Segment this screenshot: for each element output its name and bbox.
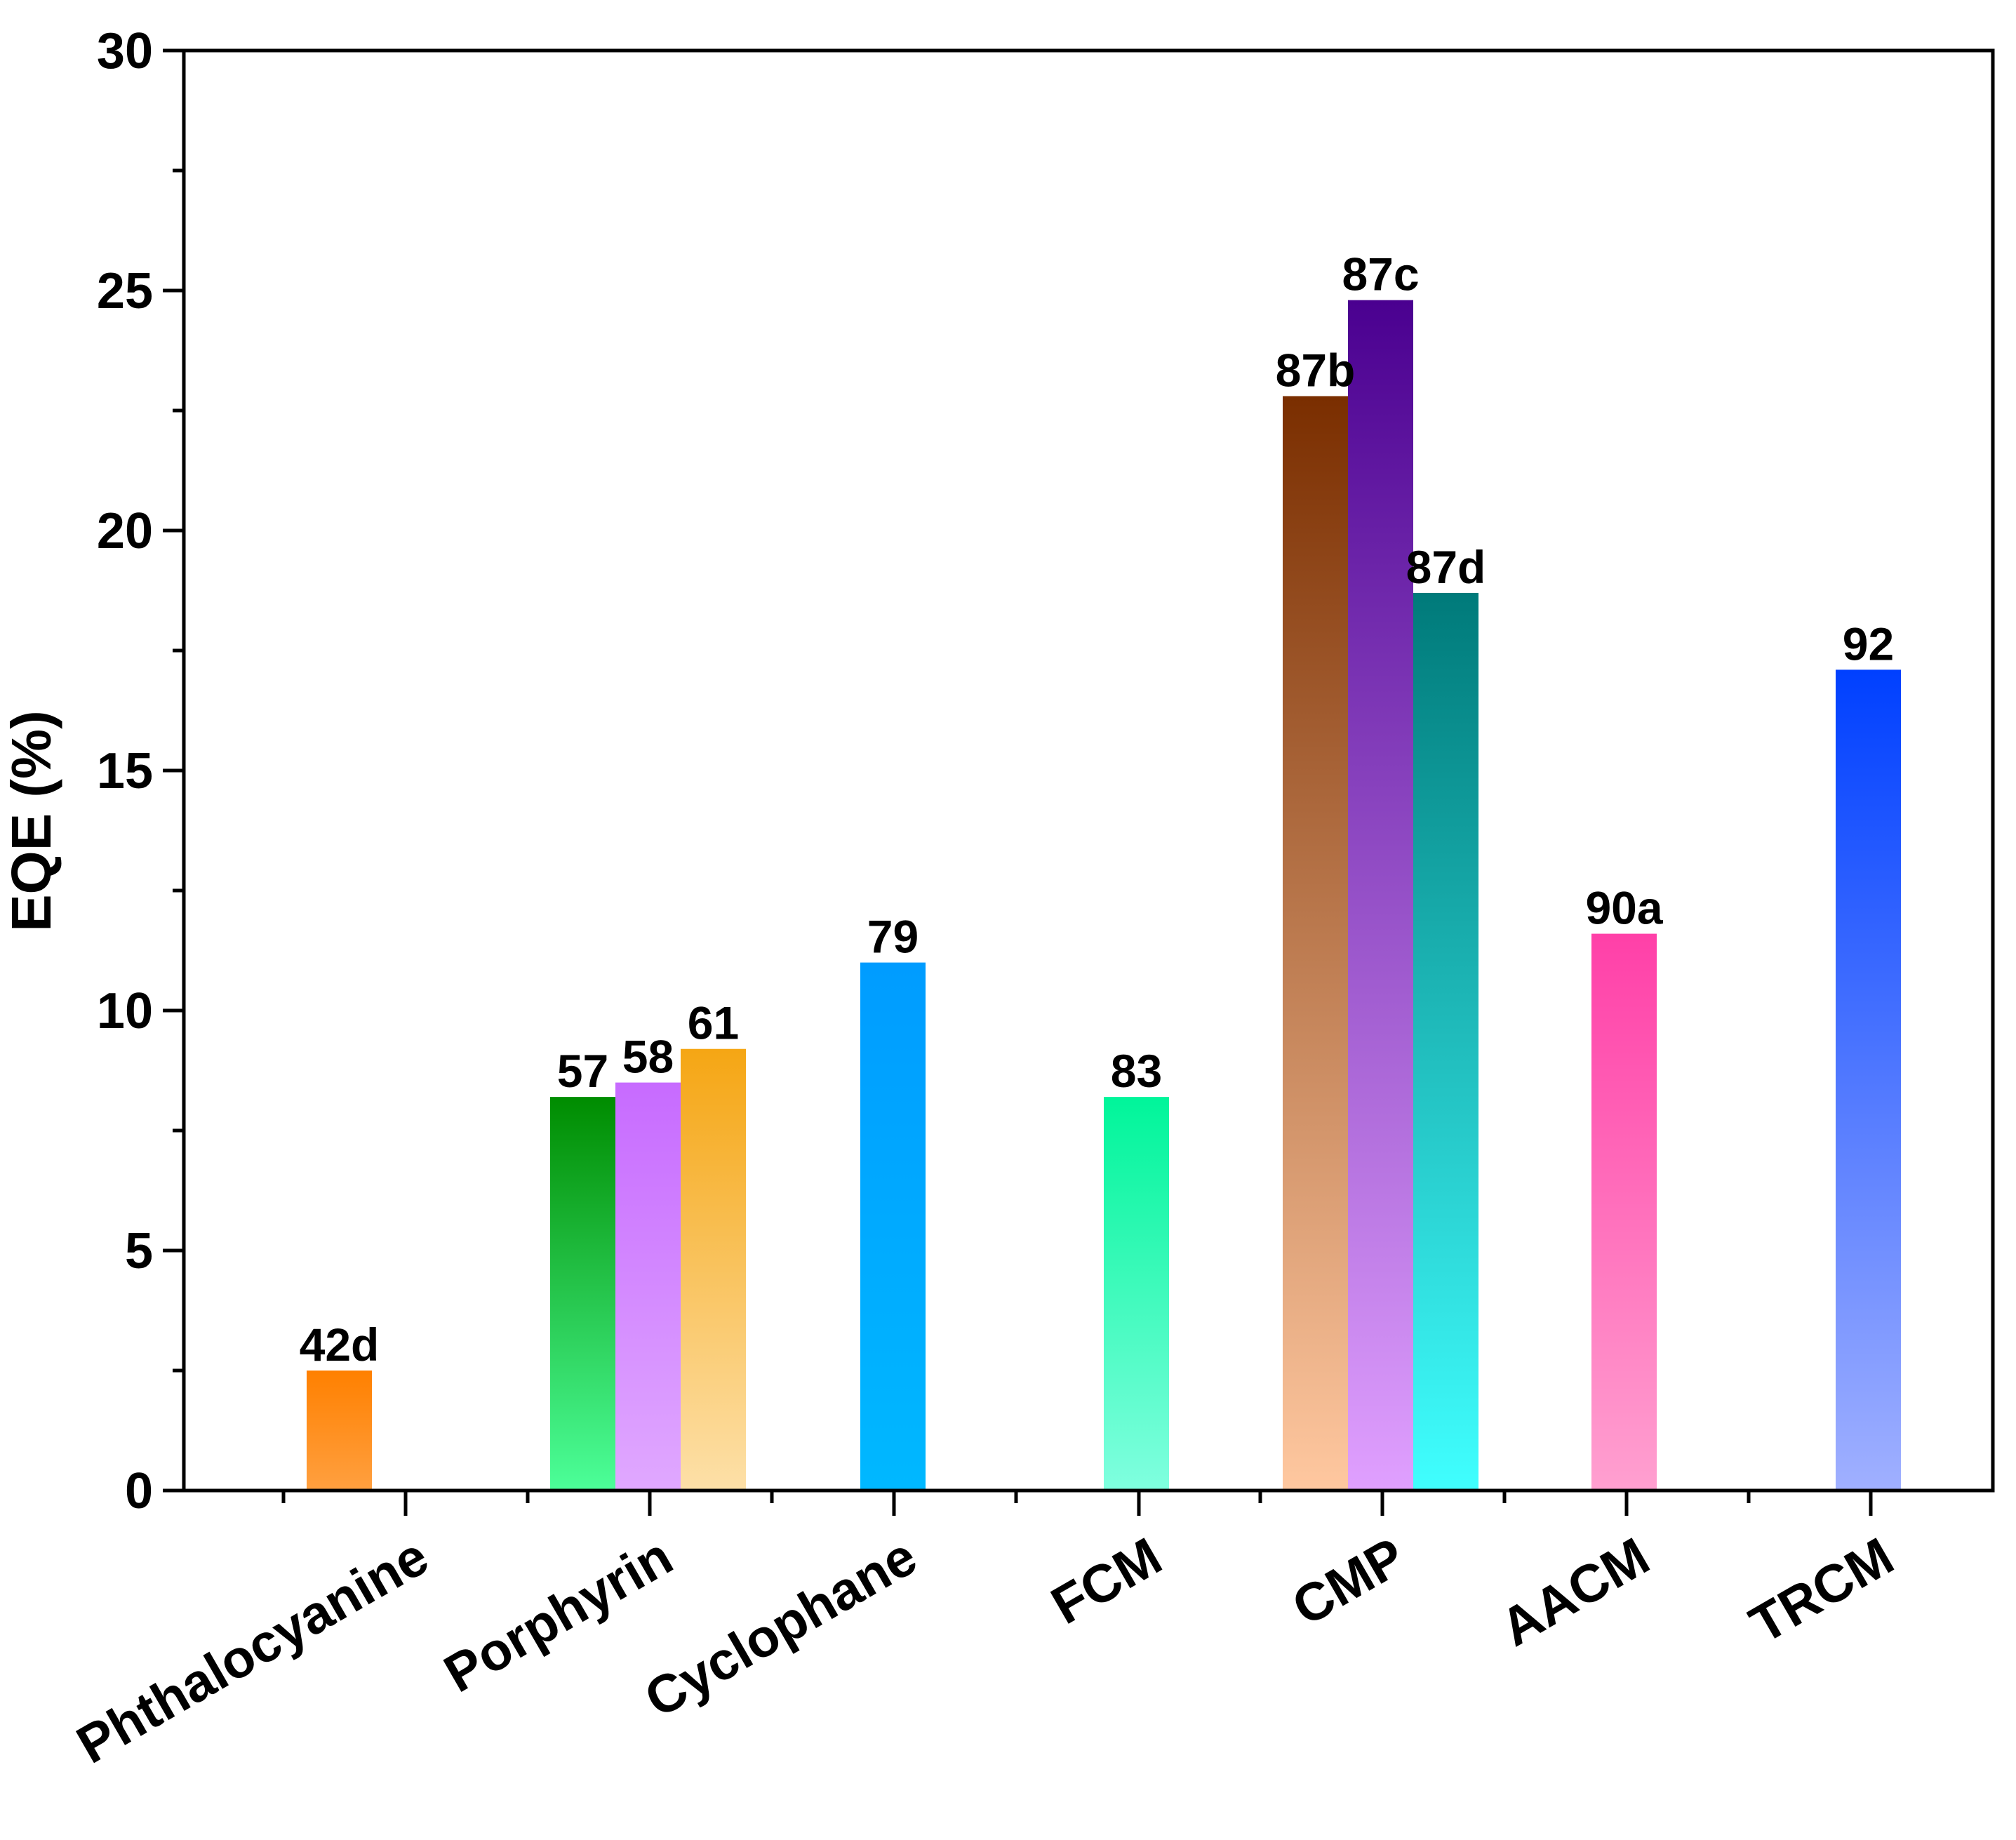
data-label-92: 92 <box>1843 618 1894 669</box>
bar-87b <box>1283 396 1348 1491</box>
y-tick-label-25: 25 <box>97 263 153 319</box>
x-tick-label-cmp: CMP <box>1283 1526 1415 1637</box>
axes-layer: 051015202530PhthalocyaninePorphyrinCyclo… <box>67 23 1995 1775</box>
data-label-42d: 42d <box>300 1319 380 1371</box>
y-tick-label-20: 20 <box>97 503 153 559</box>
bar-92 <box>1836 669 1901 1491</box>
bar-87c <box>1348 300 1413 1491</box>
x-tick-label-cyclophane: Cyclophane <box>635 1526 927 1729</box>
data-label-61: 61 <box>688 997 739 1049</box>
y-tick-label-0: 0 <box>125 1463 153 1519</box>
data-label-83: 83 <box>1111 1045 1162 1097</box>
data-label-87d: 87d <box>1406 541 1486 593</box>
y-tick-label-10: 10 <box>97 983 153 1039</box>
y-axis-title: EQE (%) <box>0 710 62 932</box>
bar-83 <box>1104 1097 1169 1491</box>
data-label-79: 79 <box>867 911 919 963</box>
bar-79 <box>860 962 926 1491</box>
data-label-90a: 90a <box>1585 882 1663 934</box>
x-tick-label-aacm: AACM <box>1491 1526 1660 1658</box>
data-label-58: 58 <box>622 1031 674 1083</box>
bar-90a <box>1591 933 1657 1491</box>
y-tick-label-30: 30 <box>97 23 153 79</box>
x-tick-label-phthalocyanine: Phthalocyanine <box>67 1526 439 1775</box>
y-tick-label-5: 5 <box>125 1223 153 1279</box>
bar-57 <box>550 1097 615 1491</box>
bar-42d <box>307 1371 372 1491</box>
data-label-87b: 87b <box>1276 344 1356 396</box>
bar-61 <box>681 1048 746 1491</box>
data-label-87c: 87c <box>1342 248 1419 300</box>
bars-layer <box>307 300 1901 1491</box>
x-tick-label-fcm: FCM <box>1041 1526 1171 1636</box>
bar-58 <box>615 1082 681 1491</box>
labels-layer: 42d 57 58 61 79 83 87b 87c 87d 90a 92 <box>300 248 1895 1371</box>
x-tick-label-trcm: TRCM <box>1740 1526 1904 1655</box>
bar-87d <box>1413 592 1478 1491</box>
y-tick-label-15: 15 <box>97 743 153 799</box>
data-label-57: 57 <box>557 1045 608 1097</box>
plot-frame <box>182 48 1995 1493</box>
